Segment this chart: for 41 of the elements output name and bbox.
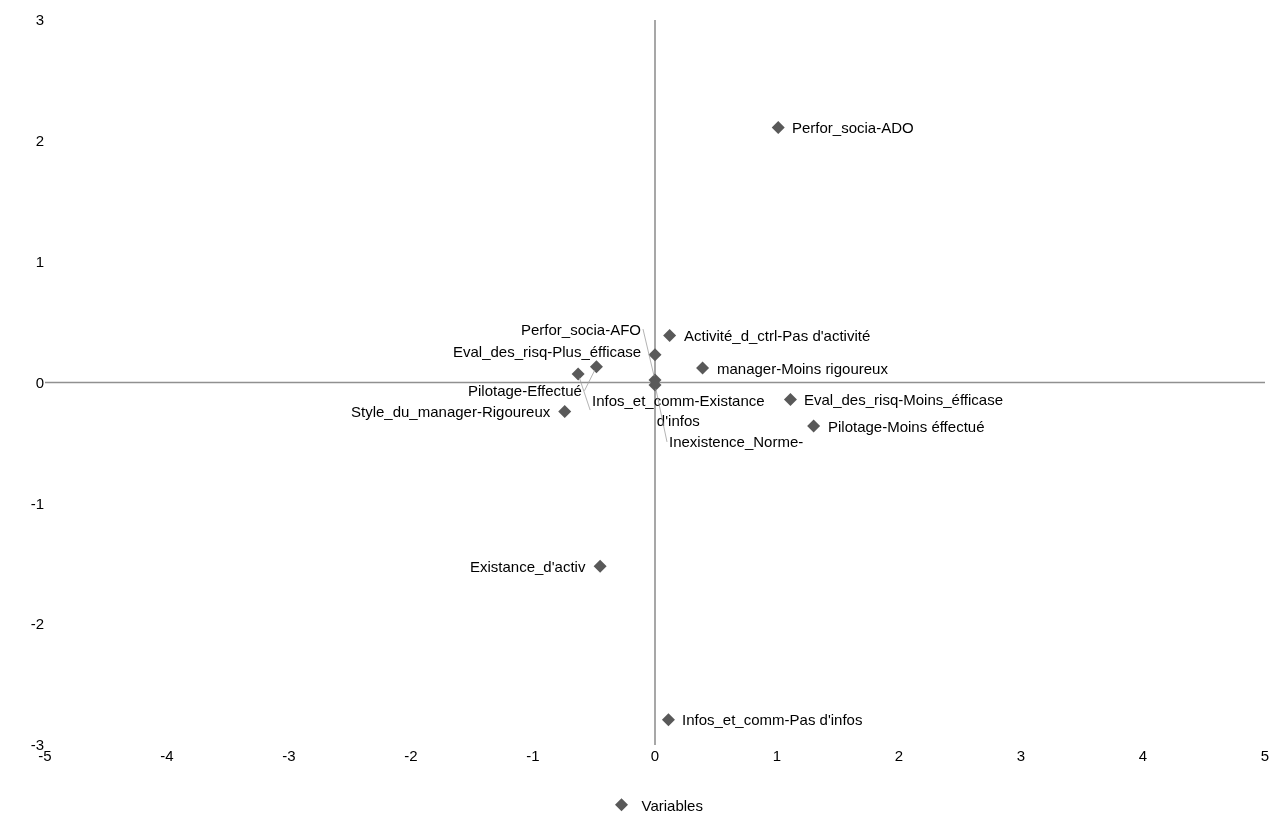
annotation: Perfor_socia-ADO	[792, 119, 914, 136]
x-tick-label: 2	[894, 747, 904, 764]
point	[558, 405, 572, 418]
annotation: Activité_d_ctrl-Pas d'activité	[684, 327, 871, 344]
point	[661, 713, 675, 727]
y-tick-label: -2	[30, 615, 44, 633]
legend-label: Variables	[641, 796, 703, 814]
x-tick-label: 3	[1016, 747, 1026, 764]
annotation: Existance_d'activ	[470, 558, 586, 575]
y-tick-label: 0	[35, 373, 44, 391]
y-tick-label: 3	[35, 11, 44, 29]
annotation: Style_du_manager-Rigoureux	[351, 403, 551, 420]
annotation: Pilotage-Effectué	[468, 382, 582, 399]
annotation: Infos_et_comm-Existance d'infos	[592, 392, 765, 429]
x-tick-label: -3	[282, 747, 296, 764]
annotation: Pilotage-Moins éffectué	[828, 418, 985, 435]
x-tick-label: -4	[160, 747, 174, 764]
point	[771, 121, 785, 135]
x-tick-label: 5	[1260, 747, 1270, 764]
x-tick-label: 0	[650, 747, 660, 764]
annotation: Infos_et_comm-Pas d'infos	[682, 711, 863, 728]
point	[663, 328, 677, 342]
y-tick-label: -1	[30, 494, 44, 512]
annotation: manager-Moins rigoureux	[717, 360, 889, 377]
x-tick-label: -1	[526, 747, 540, 764]
point	[589, 360, 603, 374]
y-tick-label: 1	[35, 252, 44, 270]
x-tick-label: -2	[404, 747, 418, 764]
point	[783, 392, 797, 406]
point	[648, 348, 662, 362]
point	[571, 367, 585, 381]
point	[807, 419, 821, 433]
x-tick-label: 1	[772, 747, 782, 764]
annotation: Perfor_socia-AFO	[521, 321, 642, 338]
y-tick-label: 2	[35, 132, 44, 150]
point	[593, 559, 607, 573]
point	[696, 361, 710, 375]
annotation: Eval_des_risq-Plus_éfficase	[453, 343, 642, 360]
annotation: Inexistence_Norme-	[669, 433, 804, 450]
annotation: Eval_des_risq-Moins_éfficase	[804, 391, 1003, 408]
x-tick-label: 4	[1138, 747, 1148, 764]
